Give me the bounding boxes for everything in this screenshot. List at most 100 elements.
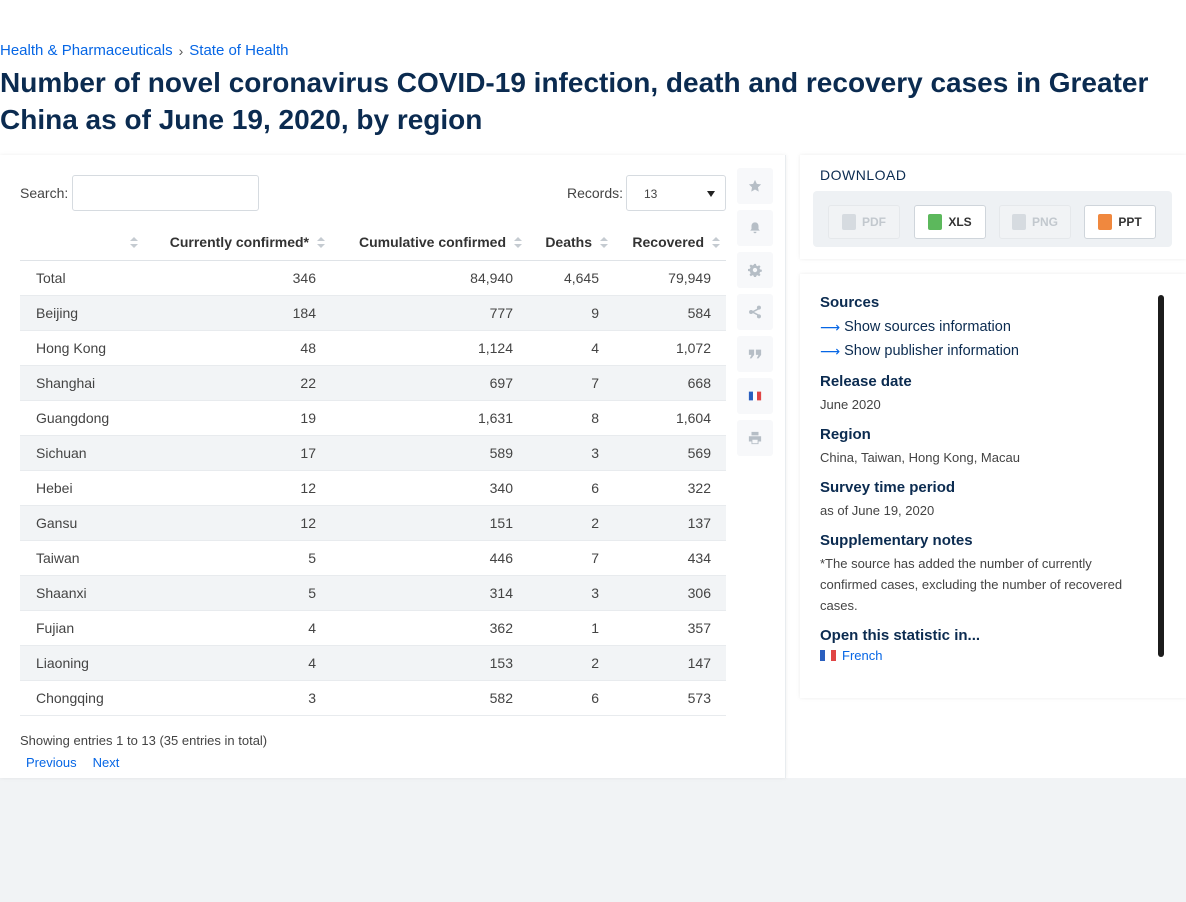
sort-icon [317,237,325,249]
cell-cumulative-confirmed: 777 [331,295,528,331]
gear-icon [748,263,762,277]
print-icon [748,431,762,445]
release-date-value: June 2020 [820,397,881,412]
cell-deaths: 1 [528,610,614,646]
records-label: Records: [567,185,624,201]
cell-deaths: 2 [528,645,614,681]
download-title: DOWNLOAD [820,167,907,183]
bell-icon [750,222,760,234]
cell-region: Fujian [20,610,144,646]
info-scroll-area[interactable]: Sources ⟶ Show sources information ⟶ Sho… [820,294,1152,682]
share-icon [749,305,761,319]
cell-currently-confirmed: 4 [144,645,331,681]
favorite-button[interactable] [737,168,773,204]
download-pdf-button[interactable]: PDF [828,205,900,239]
french-flag-icon [820,650,836,661]
cell-deaths: 6 [528,680,614,716]
star-icon [748,179,762,192]
show-publisher-link[interactable]: ⟶ Show publisher information [820,339,1152,363]
cite-button[interactable] [737,336,773,372]
print-button[interactable] [737,420,773,456]
cell-recovered: 147 [614,645,726,681]
french-flag-icon [748,391,762,401]
release-date-heading: Release date [820,373,912,390]
cell-recovered: 434 [614,540,726,576]
sort-icon [130,237,138,249]
cell-cumulative-confirmed: 582 [331,680,528,716]
cell-recovered: 584 [614,295,726,331]
info-scrollbar[interactable] [1158,295,1164,657]
column-header-recovered[interactable]: Recovered [614,225,726,261]
cell-recovered: 668 [614,365,726,401]
page-footer-background [0,778,1186,902]
cell-cumulative-confirmed: 446 [331,540,528,576]
sources-heading: Sources [820,294,880,311]
column-header-currently-confirmed[interactable]: Currently confirmed* [144,225,331,261]
cell-recovered: 357 [614,610,726,646]
cell-region: Hong Kong [20,330,144,366]
cell-cumulative-confirmed: 84,940 [331,260,528,296]
cell-currently-confirmed: 22 [144,365,331,401]
download-button-group: PDF XLS PNG PPT [813,191,1172,247]
share-button[interactable] [737,294,773,330]
cell-cumulative-confirmed: 362 [331,610,528,646]
arrow-right-icon: ⟶ [820,319,841,335]
cell-deaths: 6 [528,470,614,506]
records-select-value: 13 [644,187,658,201]
survey-period-value: as of June 19, 2020 [820,503,935,518]
cell-region: Gansu [20,505,144,541]
cell-currently-confirmed: 12 [144,505,331,541]
notification-button[interactable] [737,210,773,246]
download-panel: DOWNLOAD PDF XLS PNG PPT [800,155,1186,259]
download-xls-button[interactable]: XLS [914,205,986,239]
breadcrumb-item-state-of-health[interactable]: State of Health [189,42,289,59]
column-header-deaths[interactable]: Deaths [528,225,614,261]
cell-region: Sichuan [20,435,144,471]
cell-currently-confirmed: 4 [144,610,331,646]
sort-icon [600,237,608,249]
table-row: Fujian 4 362 1 357 [20,610,726,646]
search-input[interactable] [72,175,259,211]
show-sources-link[interactable]: ⟶ Show sources information [820,315,1152,339]
chevron-down-icon [707,191,715,197]
next-page-button[interactable]: Next [92,755,120,770]
table-header-row: Currently confirmed* Cumulative confirme… [20,225,726,261]
settings-button[interactable] [737,252,773,288]
sort-icon [514,237,522,249]
supplementary-notes-value: *The source has added the number of curr… [820,556,1123,613]
cell-currently-confirmed: 5 [144,575,331,611]
records-select[interactable]: 13 [626,175,726,211]
cell-recovered: 569 [614,435,726,471]
breadcrumb: Health & Pharmaceuticals › State of Heal… [0,42,289,59]
column-header-region[interactable] [20,225,144,261]
region-heading: Region [820,426,871,443]
table-row: Hebei 12 340 6 322 [20,470,726,506]
sort-icon [712,237,720,249]
table-row: Guangdong 19 1,631 8 1,604 [20,400,726,436]
cell-region: Taiwan [20,540,144,576]
column-header-cumulative-confirmed[interactable]: Cumulative confirmed [331,225,528,261]
cell-region: Total [20,260,144,296]
cell-region: Shanghai [20,365,144,401]
table-row: Total 346 84,940 4,645 79,949 [20,260,726,296]
cell-recovered: 322 [614,470,726,506]
cell-currently-confirmed: 3 [144,680,331,716]
cell-deaths: 7 [528,540,614,576]
cell-currently-confirmed: 19 [144,400,331,436]
previous-page-button[interactable]: Previous [26,755,77,770]
search-label: Search: [20,185,69,201]
breadcrumb-item-health[interactable]: Health & Pharmaceuticals [0,42,173,59]
arrow-right-icon: ⟶ [820,343,841,359]
language-button[interactable] [737,378,773,414]
cell-deaths: 3 [528,435,614,471]
table-row: Taiwan 5 446 7 434 [20,540,726,576]
open-in-french-link[interactable]: French [820,648,1152,663]
cell-deaths: 4 [528,330,614,366]
cell-region: Shaanxi [20,575,144,611]
page-title: Number of novel coronavirus COVID-19 inf… [0,67,1149,135]
download-ppt-button[interactable]: PPT [1084,205,1156,239]
download-png-button[interactable]: PNG [999,205,1071,239]
cell-region: Guangdong [20,400,144,436]
region-value: China, Taiwan, Hong Kong, Macau [820,450,1020,465]
cell-region: Hebei [20,470,144,506]
